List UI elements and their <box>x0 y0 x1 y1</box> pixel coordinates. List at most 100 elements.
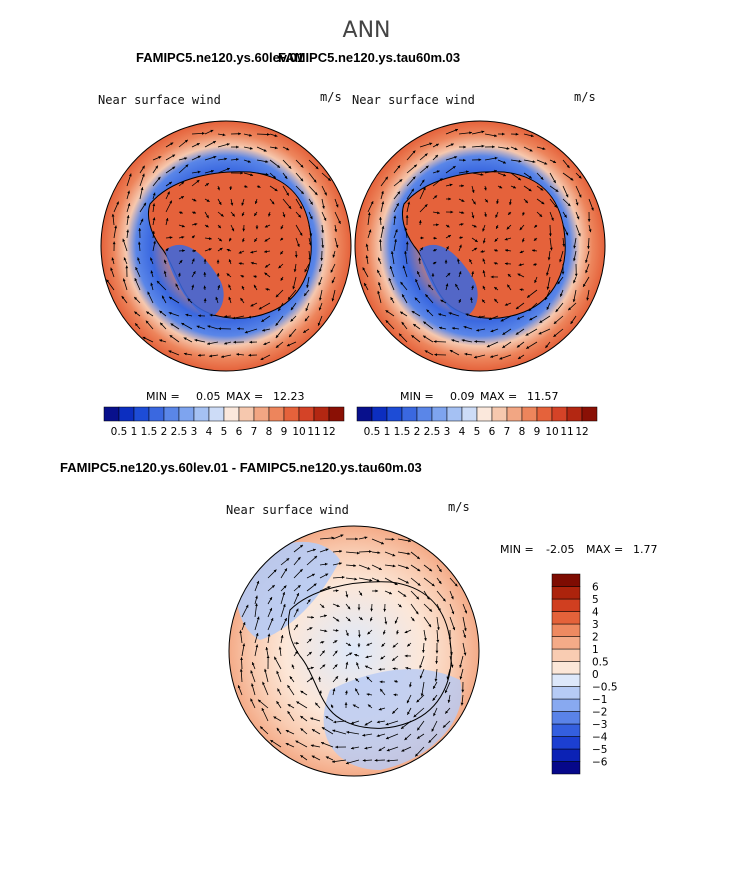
panel2-wind-arrow-head <box>474 340 478 343</box>
panel1-wind-arrow-head <box>238 132 241 136</box>
diff-wind-arrow-head <box>438 569 442 573</box>
diff-map-border <box>228 525 480 777</box>
diff-wind-arrow-head <box>401 748 405 752</box>
panel1-wind-arrow-head <box>278 265 282 269</box>
panel1-wind-arrow-head <box>238 250 242 254</box>
diff-wind-arrow-head <box>416 556 420 560</box>
diff-wind-arrow-head <box>284 568 287 572</box>
panel1-wind-arrow-head <box>248 353 252 357</box>
panel1-wind-arrow-head <box>182 249 185 253</box>
panel1-wind-arrow-head <box>309 233 313 237</box>
panel1-wind-arrow-head <box>313 179 317 183</box>
diff-wind-arrow-head <box>428 624 432 628</box>
panel2-wind-arrow-head <box>481 130 485 134</box>
panel1-wind-arrow-head <box>250 261 254 265</box>
panel2-wind-arrow-head <box>573 280 576 284</box>
diff-wind-arrow-head <box>359 592 363 596</box>
panel1-colorbar-tick-label: 5 <box>221 426 228 438</box>
panel2-wind-arrow-head <box>397 165 401 169</box>
panel1-wind-arrow-head <box>250 250 254 254</box>
diff-wind-arrow-head <box>433 713 436 717</box>
panel2-wind-arrow-head <box>494 169 497 173</box>
panel1-wind-arrow-head <box>226 143 230 146</box>
panel1-wind-arrow-head <box>221 355 224 359</box>
diff-wind-arrow-head <box>307 599 311 603</box>
diff-wind-arrow-head <box>284 618 287 622</box>
panel1-wind-arrow-head <box>179 211 183 214</box>
panel1-wind-arrow-head <box>242 239 245 243</box>
panel1-wind-arrow-head <box>258 306 262 310</box>
panel1-wind-arrow-head <box>286 147 290 151</box>
panel2-wind-arrow-head <box>515 306 519 310</box>
panel1-wind-arrow-head <box>327 177 331 181</box>
panel2-wind-arrow-head <box>553 321 557 324</box>
panel1-wind-arrow-head <box>146 311 150 315</box>
panel1-wind-arrow-head <box>150 282 154 286</box>
diff-wind-arrow-head <box>310 666 314 670</box>
panel2-wind-arrow-head <box>578 194 582 198</box>
diff-wind-arrow-head <box>350 746 354 750</box>
diff-wind-arrow-head <box>362 759 366 762</box>
diff-wind-arrow-head <box>459 676 463 680</box>
panel1-wind-arrow-head <box>165 248 169 252</box>
diff-wind-arrow-head <box>331 704 334 708</box>
panel1-wind-arrow-head <box>163 259 167 263</box>
diff-wind-arrow-head <box>278 646 282 650</box>
diff-wind-arrow-head <box>378 667 382 671</box>
panel1-wind-arrow-head <box>323 217 327 221</box>
panel2-wind-arrow-head <box>421 179 425 183</box>
diff-wind-arrow-head <box>404 630 408 634</box>
panel2-wind-arrow-head <box>573 245 577 249</box>
panel1-wind-arrow-head <box>224 341 228 345</box>
diff-wind-arrow-head <box>262 681 265 685</box>
panel2-wind-arrow-head <box>412 176 416 180</box>
panel1-wind-arrow-head <box>140 187 144 191</box>
panel1-wind-arrow-head <box>274 134 278 137</box>
panel2-wind-arrow-head <box>587 246 590 249</box>
diff-wind-arrow-head <box>451 611 455 615</box>
panel2-min-label: MIN = <box>400 390 434 403</box>
diff-wind-arrow-head <box>325 548 329 552</box>
panel2-wind-arrow-head <box>471 285 474 289</box>
panel1-wind-arrow-head <box>240 171 244 175</box>
panel2-wind-arrow-head <box>485 199 488 203</box>
diff-wind-arrow-head <box>366 643 370 646</box>
panel2-wind-arrow-head <box>438 313 442 316</box>
panel1-units: m/s <box>320 90 342 104</box>
diff-wind-arrow-head <box>297 556 301 560</box>
diff-wind-arrow-head <box>381 643 385 647</box>
panel2-wind-arrow-head <box>551 217 554 221</box>
panel2-colorbar-swatch <box>491 406 508 422</box>
diff-wind-arrow-head <box>445 710 449 714</box>
diff-wind-arrow-head <box>375 589 379 593</box>
panel2-wind-arrow-head <box>505 249 508 252</box>
diff-wind-arrow-head <box>345 594 349 598</box>
panel2-wind-arrow-head <box>482 240 486 244</box>
diff-max-label: MAX = <box>586 543 624 556</box>
panel1-wind-arrow-head <box>134 296 138 300</box>
panel1-wind-arrow-head <box>203 285 207 289</box>
diff-wind-arrow-head <box>365 665 369 669</box>
panel1-wind-arrow-head <box>169 335 173 338</box>
panel1-wind-arrow-head <box>156 280 160 284</box>
diff-min-value: -2.05 <box>546 543 575 556</box>
panel1-wind-arrow-head <box>150 270 154 274</box>
diff-wind-arrow-head <box>300 544 303 548</box>
panel1-wind-arrow-head <box>264 224 268 228</box>
diff-wind-arrow-head <box>359 617 363 620</box>
diff-wind-arrow-head <box>391 537 395 541</box>
diff-min-label: MIN = <box>500 543 534 556</box>
panel2-wind-arrow-head <box>378 239 382 242</box>
diff-wind-arrow-head <box>332 688 336 692</box>
panel2-wind-arrow-head <box>424 153 428 157</box>
panel1-wind-arrow-head <box>194 222 198 226</box>
panel2-units: m/s <box>574 90 596 104</box>
panel1-colorbar-tick-label: 12 <box>322 426 335 438</box>
panel1-wind-arrow-head <box>172 166 176 170</box>
panel2-wind-arrow-head <box>364 282 367 286</box>
panel2-wind-arrow-head <box>507 274 511 277</box>
diff-wind-arrow-head <box>300 755 304 758</box>
diff-wind-arrow-head <box>404 654 408 658</box>
diff-wind-arrow-head <box>340 534 344 538</box>
panel2-wind-arrow-head <box>402 265 406 269</box>
